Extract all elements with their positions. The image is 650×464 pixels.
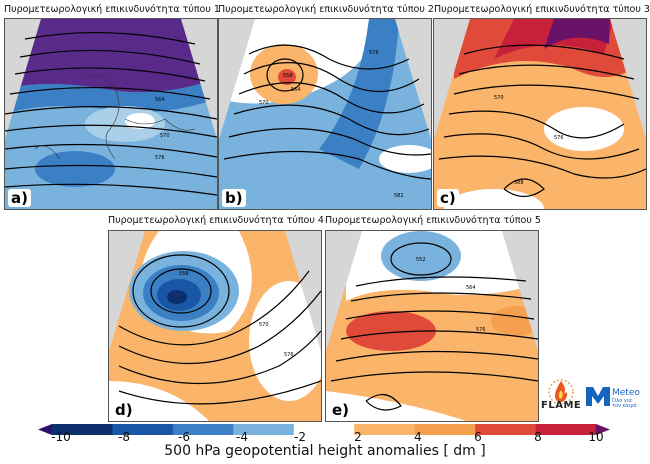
svg-text:570: 570 bbox=[259, 100, 269, 106]
colorbar-extend-low bbox=[38, 424, 52, 435]
panel-c-label: c) bbox=[437, 189, 459, 207]
flame-logo-text: FLAME bbox=[541, 400, 582, 411]
map-panel-a: 564 570 576 a) bbox=[4, 18, 218, 210]
panel-c-title: Πυρομετεωρολογική επικινδυνότητα τύπου 3 bbox=[434, 4, 650, 15]
svg-text:558: 558 bbox=[283, 73, 293, 79]
svg-text:558: 558 bbox=[179, 271, 189, 277]
svg-text:576: 576 bbox=[155, 155, 165, 161]
svg-text:570: 570 bbox=[259, 322, 269, 328]
map-d-svg: 558 570 576 bbox=[109, 231, 321, 421]
colorbar-tick: -2 bbox=[294, 430, 306, 444]
colorbar-tick: 8 bbox=[534, 430, 542, 444]
colorbar-segment bbox=[293, 424, 355, 435]
svg-text:576: 576 bbox=[369, 50, 379, 56]
flame-logo bbox=[540, 378, 582, 414]
svg-text:564: 564 bbox=[291, 87, 301, 93]
panel-b-label: b) bbox=[222, 189, 246, 207]
colorbar-segment bbox=[52, 424, 113, 435]
meteo-logo bbox=[585, 384, 611, 408]
colorbar-tick: 10 bbox=[588, 430, 604, 444]
meteo-logo-text: Meteo bbox=[612, 388, 640, 398]
panel-d-label: d) bbox=[112, 401, 136, 419]
map-c-svg: 570 576 588 bbox=[434, 19, 646, 209]
svg-text:576: 576 bbox=[554, 135, 564, 141]
colorbar-tick: -8 bbox=[118, 430, 130, 444]
colorbar-extend-high bbox=[596, 424, 610, 435]
svg-text:564: 564 bbox=[155, 97, 165, 103]
panel-e-label: e) bbox=[329, 401, 353, 419]
svg-text:576: 576 bbox=[476, 327, 486, 333]
colorbar-segment bbox=[535, 424, 597, 435]
colorbar-tick: 4 bbox=[414, 430, 422, 444]
colorbar-tick: 2 bbox=[354, 430, 362, 444]
colorbar-segment bbox=[233, 424, 295, 435]
colorbar-segment bbox=[172, 424, 234, 435]
colorbar-segment bbox=[112, 424, 174, 435]
map-panel-e: 552 564 576 e) bbox=[325, 230, 539, 422]
colorbar bbox=[38, 424, 610, 435]
svg-text:588: 588 bbox=[514, 180, 524, 186]
colorbar-segment bbox=[354, 424, 416, 435]
colorbar-segment bbox=[475, 424, 537, 435]
colorbar-tick: -10 bbox=[51, 430, 71, 444]
panel-b-title: Πυρομετεωρολογική επικινδυνότητα τύπου 2 bbox=[218, 4, 434, 15]
colorbar-tick: -4 bbox=[236, 430, 248, 444]
panel-d-title: Πυρομετεωρολογική επικινδυνότητα τύπου 4 bbox=[108, 215, 324, 226]
map-panel-c: 570 576 588 c) bbox=[433, 18, 647, 210]
map-panel-d: 558 570 576 d) bbox=[108, 230, 322, 422]
colorbar-label: 500 hPa geopotential height anomalies [ … bbox=[164, 443, 486, 459]
meteo-logo-subtitle: Όλα για τον καιρό bbox=[612, 398, 637, 409]
svg-text:570: 570 bbox=[494, 95, 504, 101]
svg-text:552: 552 bbox=[416, 257, 426, 263]
svg-text:564: 564 bbox=[466, 285, 476, 291]
colorbar-segment bbox=[414, 424, 476, 435]
svg-text:570: 570 bbox=[160, 133, 170, 139]
svg-text:582: 582 bbox=[394, 193, 404, 199]
panel-a-label: a) bbox=[8, 189, 31, 207]
panel-a-title: Πυρομετεωρολογική επικινδυνότητα τύπου 1 bbox=[4, 4, 220, 15]
map-a-svg: 564 570 576 bbox=[5, 19, 217, 209]
map-panel-b: 558 564 570 576 582 b) bbox=[218, 18, 432, 210]
colorbar-tick: 6 bbox=[474, 430, 482, 444]
map-e-svg: 552 564 576 bbox=[326, 231, 538, 421]
svg-text:576: 576 bbox=[284, 352, 294, 358]
panel-e-title: Πυρομετεωρολογική επικινδυνότητα τύπου 5 bbox=[325, 215, 541, 226]
colorbar-tick: -6 bbox=[178, 430, 190, 444]
map-b-svg: 558 564 570 576 582 bbox=[219, 19, 431, 209]
